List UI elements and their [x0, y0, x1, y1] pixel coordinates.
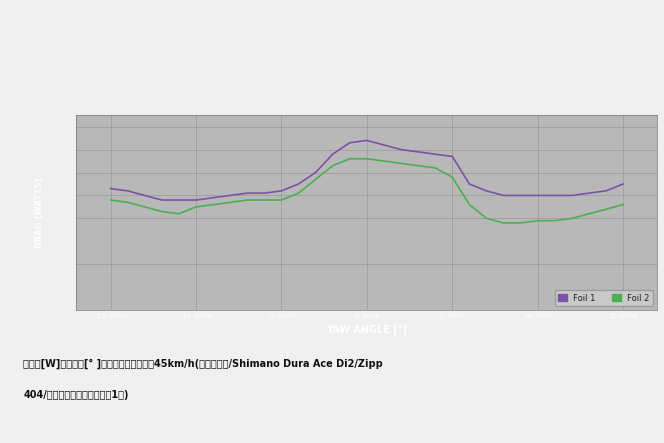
Text: 抗抗力[W]対ヨー角[° ]をベクトルで表示＝45km/h(ペダリング/Shimano Dura Ace Di2/Zipp: 抗抗力[W]対ヨー角[° ]をベクトルで表示＝45km/h(ペダリング/Shim…	[23, 359, 383, 369]
Text: 404/ダウンチューブにボトル1本): 404/ダウンチューブにボトル1本)	[23, 390, 129, 400]
Text: DRAG [WATTS]: DRAG [WATTS]	[35, 178, 44, 248]
Legend: Foil 1, Foil 2: Foil 1, Foil 2	[555, 290, 653, 306]
Text: YAW ANGLE [°]: YAW ANGLE [°]	[326, 325, 408, 335]
